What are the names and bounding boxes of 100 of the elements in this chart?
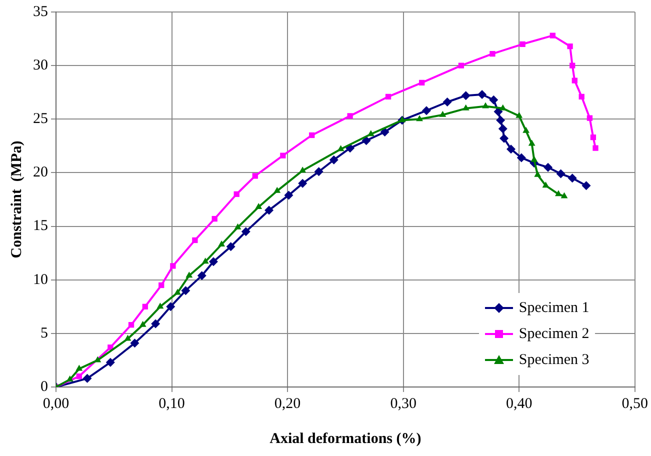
point — [560, 192, 568, 198]
y-tick-label: 25 — [33, 111, 48, 128]
point — [496, 116, 506, 125]
point — [567, 43, 573, 50]
point — [299, 166, 306, 173]
point — [170, 263, 176, 269]
point — [156, 302, 164, 309]
point — [544, 162, 553, 172]
point — [274, 186, 281, 193]
x-tick-label: 0,40 — [506, 396, 532, 412]
point — [380, 128, 390, 136]
point — [489, 95, 498, 104]
y-tick-label: 20 — [33, 164, 48, 181]
point — [186, 272, 193, 278]
point — [398, 116, 406, 122]
point — [337, 145, 344, 152]
point — [166, 302, 176, 312]
point — [151, 319, 160, 328]
point — [385, 94, 392, 100]
y-tick-label: 15 — [33, 218, 48, 234]
point — [516, 112, 523, 118]
y-tick-label: 0 — [40, 378, 48, 395]
point — [542, 182, 550, 188]
point — [530, 156, 538, 162]
point — [76, 373, 82, 380]
point — [490, 50, 496, 57]
point — [158, 282, 164, 288]
point — [264, 206, 274, 215]
point — [555, 190, 562, 196]
point — [586, 115, 593, 121]
point — [482, 102, 489, 108]
point — [416, 115, 423, 122]
point — [309, 132, 315, 138]
point — [462, 104, 470, 110]
x-tick-label: 0,50 — [622, 396, 648, 412]
point — [534, 170, 542, 177]
point — [181, 286, 190, 296]
point — [506, 144, 516, 154]
point — [347, 113, 353, 119]
point — [570, 62, 576, 68]
point — [284, 190, 294, 200]
point — [174, 288, 182, 295]
point — [76, 364, 83, 371]
point — [314, 167, 324, 176]
point — [522, 126, 530, 133]
x-tick-label: 0,30 — [390, 396, 416, 412]
point — [500, 134, 509, 143]
y-tick-label: 5 — [40, 325, 48, 342]
point — [130, 338, 140, 348]
point — [202, 258, 209, 264]
point — [572, 78, 578, 84]
point — [142, 304, 148, 310]
point — [128, 322, 134, 328]
point — [255, 203, 262, 209]
point — [458, 62, 464, 68]
x-tick-label: 0,10 — [158, 396, 185, 412]
point — [94, 356, 102, 362]
y-tick-label: 10 — [33, 272, 48, 288]
point — [516, 153, 526, 162]
y-tick-label: 30 — [33, 58, 48, 74]
point — [498, 124, 508, 134]
point — [66, 376, 74, 382]
point — [218, 240, 226, 246]
x-tick-label: 0,20 — [274, 396, 301, 412]
point — [280, 152, 286, 158]
point — [422, 106, 431, 116]
point — [367, 130, 374, 136]
point — [252, 173, 258, 179]
point — [298, 178, 308, 188]
point — [419, 80, 425, 86]
point — [582, 181, 591, 190]
point — [82, 374, 92, 383]
point — [124, 334, 132, 341]
x-tick-label: 0,00 — [42, 396, 70, 412]
point — [478, 90, 487, 99]
point — [226, 242, 236, 252]
point — [234, 223, 242, 230]
point — [212, 216, 218, 222]
point — [439, 110, 446, 117]
x-axis-title: Axial deformations (%) — [270, 430, 422, 447]
point — [208, 257, 218, 266]
point — [592, 145, 598, 151]
legend-label: Specimen 1 — [518, 299, 590, 318]
point — [106, 358, 115, 367]
point — [329, 155, 338, 164]
point — [192, 237, 198, 244]
y-tick-label: 35 — [33, 4, 48, 20]
point — [234, 191, 240, 197]
point — [550, 32, 556, 38]
y-axis-title: Constraint (MPa) — [8, 140, 25, 258]
point — [461, 91, 470, 100]
point — [499, 104, 506, 110]
point — [568, 174, 577, 183]
point — [139, 320, 146, 327]
point — [362, 136, 371, 146]
point — [590, 134, 596, 140]
point — [197, 271, 206, 280]
point — [556, 169, 566, 178]
point — [520, 41, 526, 47]
legend-label: Specimen 3 — [518, 351, 590, 370]
